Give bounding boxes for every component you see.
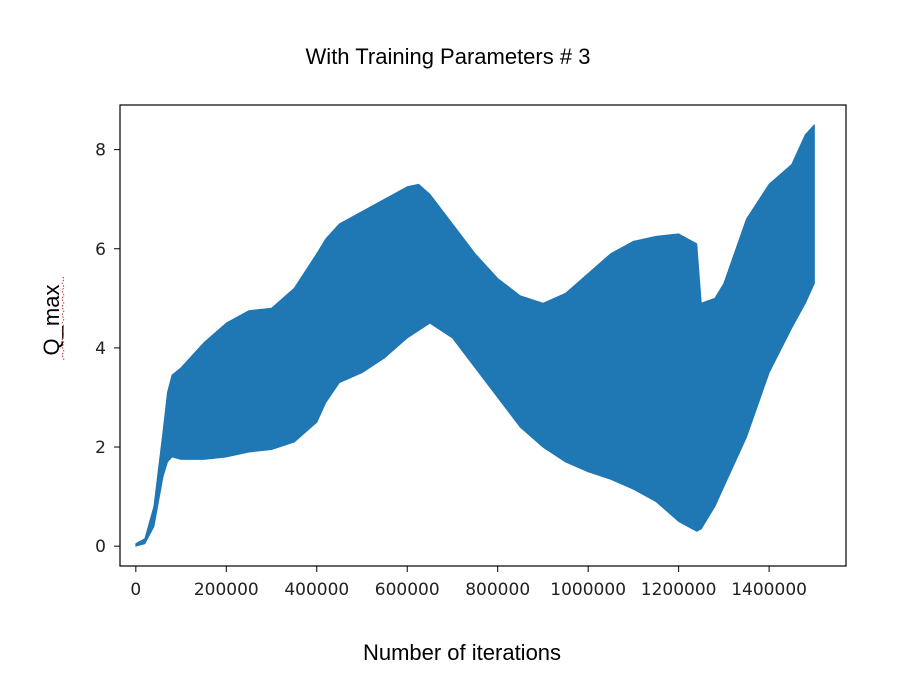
x-axis-label: Number of iterations: [363, 640, 561, 665]
y-axis-label: Q_max: [39, 285, 64, 356]
x-axis: 0 200000 400000 600000 800000 1000000 1200000 1…: [130, 566, 807, 600]
y-tick-label: 8: [95, 141, 106, 161]
x-tick-label: 400000: [284, 580, 349, 600]
x-tick-label: 1000000: [550, 580, 626, 600]
x-tick-label: 1400000: [731, 580, 807, 600]
y-tick-label: 4: [95, 339, 106, 359]
x-tick-label: 600000: [375, 580, 440, 600]
series-0-band: [135, 124, 815, 547]
y-axis: 0 2 4 6 8: [95, 141, 120, 557]
chart-title: With Training Parameters # 3: [306, 44, 591, 69]
x-tick-label: 800000: [465, 580, 530, 600]
plot-area: [135, 124, 815, 547]
y-tick-label: 2: [95, 438, 106, 458]
x-tick-label: 200000: [194, 580, 259, 600]
y-tick-label: 6: [95, 240, 106, 260]
x-tick-label: 1200000: [641, 580, 717, 600]
x-tick-label: 0: [130, 580, 141, 600]
y-tick-label: 0: [95, 537, 106, 557]
plot-frame: [119, 104, 847, 567]
